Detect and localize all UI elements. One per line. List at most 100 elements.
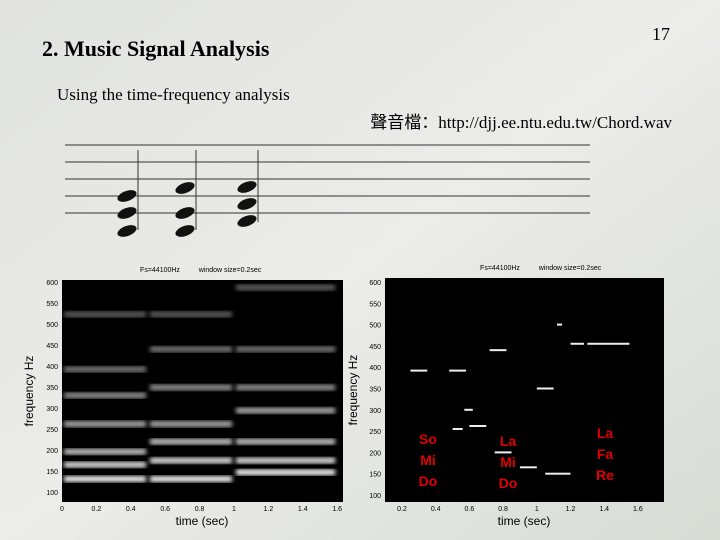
music-notes (117, 181, 257, 237)
spectral-band (150, 420, 232, 427)
x-tick-label: 1.4 (298, 506, 308, 513)
y-tick-label: 350 (369, 387, 381, 394)
x-tick-label: 1 (535, 506, 539, 513)
y-tick-label: 500 (46, 322, 58, 329)
x-tick-label: 1 (232, 506, 236, 513)
spectral-line (557, 323, 563, 326)
subtitle: Using the time-frequency analysis (57, 85, 290, 104)
y-axis-label: frequency Hz (346, 355, 360, 426)
y-tick-label: 150 (369, 472, 381, 479)
x-tick-label: 0.4 (126, 506, 136, 513)
x-tick-label: 0.8 (195, 506, 205, 513)
spectral-band (150, 384, 232, 391)
header-left: Fs=44100Hz (140, 267, 180, 274)
spectral-band (150, 438, 232, 445)
spectral-band (150, 346, 232, 353)
spectral-line (464, 408, 473, 411)
note-annotation: Mi (500, 454, 516, 470)
y-tick-label: 500 (369, 323, 381, 330)
x-tick-label: 1.4 (599, 506, 609, 513)
spectral-band (64, 461, 146, 468)
header-right: window size=0.2sec (198, 267, 262, 274)
spectral-line (519, 466, 537, 469)
x-axis-label: time (sec) (498, 514, 551, 528)
note-annotation: Do (499, 475, 518, 491)
x-tick-label: 1.6 (332, 506, 342, 513)
note-annotation: La (597, 425, 614, 441)
slide-number: 17 (652, 24, 670, 44)
y-tick-label: 200 (46, 448, 58, 455)
spectral-band (64, 311, 146, 318)
spectral-line (489, 349, 507, 352)
spectral-line (587, 342, 630, 345)
y-tick-label: 150 (46, 469, 58, 476)
header-left: Fs=44100Hz (480, 265, 520, 272)
y-axis-label: frequency Hz (22, 356, 36, 427)
plot-area (385, 278, 664, 502)
music-staff (65, 144, 590, 230)
spectral-line (469, 424, 487, 427)
spectral-band (236, 284, 336, 291)
y-tick-label: 550 (369, 301, 381, 308)
spectral-line (410, 369, 428, 372)
spectral-band (64, 366, 146, 373)
spectral-line (536, 387, 554, 390)
spectral-line (570, 342, 584, 345)
slide-title: 2. Music Signal Analysis (42, 36, 270, 61)
spectral-band (236, 384, 336, 391)
spectral-band (64, 392, 146, 399)
note-annotation: La (500, 433, 517, 449)
note-annotation: So (419, 431, 437, 447)
y-tick-label: 250 (46, 427, 58, 434)
x-tick-label: 0.6 (160, 506, 170, 513)
spectral-band (150, 475, 232, 482)
spectral-band (64, 448, 146, 455)
spectral-band (150, 311, 232, 318)
x-tick-label: 0.6 (465, 506, 475, 513)
x-tick-label: 0.4 (431, 506, 441, 513)
y-tick-label: 600 (46, 280, 58, 287)
spectral-band (150, 457, 232, 464)
y-tick-label: 450 (46, 343, 58, 350)
spectral-band (236, 407, 336, 414)
source-link: 聲音檔：http://djj.ee.ntu.edu.tw/Chord.wav (370, 113, 672, 132)
x-tick-label: 0.8 (498, 506, 508, 513)
y-tick-label: 100 (46, 490, 58, 497)
note-annotation: Re (596, 467, 614, 483)
x-tick-label: 0.2 (92, 506, 102, 513)
x-axis-label: time (sec) (176, 514, 229, 528)
note-annotation: Mi (420, 452, 436, 468)
spectral-band (236, 346, 336, 353)
y-tick-label: 450 (369, 344, 381, 351)
note-annotation: Do (419, 473, 438, 489)
header-right: window size=0.2sec (538, 265, 602, 272)
x-tick-label: 0 (60, 506, 64, 513)
y-tick-label: 400 (369, 365, 381, 372)
spectral-line (449, 369, 467, 372)
spectrogram-right: 600 550 500 450 400 350 300 250 200 150 100 0.2 0.4 0… (346, 265, 664, 528)
spectral-band (236, 438, 336, 445)
y-tick-label: 300 (369, 408, 381, 415)
x-tick-label: 1.2 (566, 506, 576, 513)
y-tick-label: 100 (369, 493, 381, 500)
spectral-band (64, 420, 146, 427)
spectral-band (236, 469, 336, 476)
y-tick-label: 400 (46, 364, 58, 371)
x-tick-label: 1.6 (633, 506, 643, 513)
note-annotation: Fa (597, 446, 614, 462)
spectral-line (494, 451, 512, 454)
spectral-line (545, 472, 571, 475)
spectral-band (236, 457, 336, 464)
x-tick-label: 1.2 (264, 506, 274, 513)
spectrogram-left: 600 550 500 450 400 350 300 250 200 150 100 0 0.2 0.4… (22, 267, 343, 528)
y-tick-label: 300 (46, 406, 58, 413)
y-tick-label: 600 (369, 280, 381, 287)
y-tick-label: 550 (46, 301, 58, 308)
y-tick-label: 350 (46, 385, 58, 392)
spectral-line (452, 427, 463, 430)
y-tick-label: 200 (369, 450, 381, 457)
y-tick-label: 250 (369, 429, 381, 436)
spectral-band (64, 475, 146, 482)
x-tick-label: 0.2 (397, 506, 407, 513)
